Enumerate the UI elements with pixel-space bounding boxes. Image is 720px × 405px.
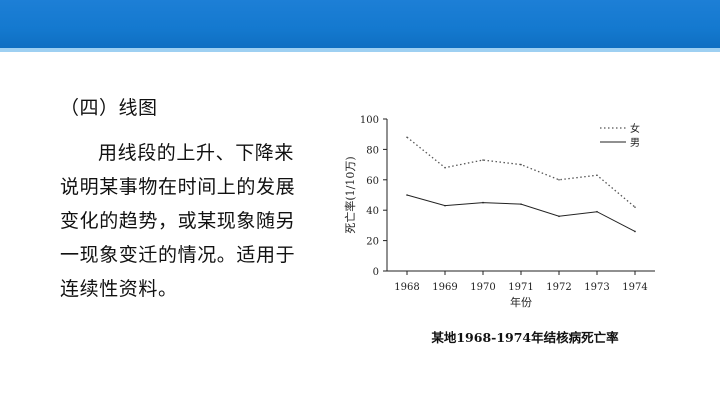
section-heading: （四）线图 xyxy=(60,97,158,119)
x-tick-label: 1973 xyxy=(584,282,609,293)
y-tick-label: 20 xyxy=(366,237,379,248)
y-axis-ticks: 0 20 40 60 80 100 xyxy=(360,115,387,278)
data-point xyxy=(406,194,408,196)
x-axis-label: 年份 xyxy=(510,295,532,309)
legend-label: 男 xyxy=(630,137,640,149)
data-point xyxy=(482,201,484,204)
y-axis-label: 死亡率(1/10万) xyxy=(343,156,357,233)
x-tick-label: 1970 xyxy=(470,282,495,293)
data-point xyxy=(482,159,484,161)
line-chart: 0 20 40 60 80 100 1968 1969 1970 1971 1972 1973 197… xyxy=(343,115,655,309)
x-tick-label: 1969 xyxy=(432,282,457,293)
data-point xyxy=(520,203,522,205)
x-tick-label: 1972 xyxy=(546,282,571,293)
data-point xyxy=(558,179,560,181)
header-stripe xyxy=(0,48,720,52)
y-tick-label: 100 xyxy=(360,115,379,126)
x-tick-label: 1974 xyxy=(622,282,647,293)
y-tick-label: 60 xyxy=(366,176,379,187)
x-axis-ticks: 1968 1969 1970 1971 1972 1973 1974 xyxy=(394,271,648,293)
data-point xyxy=(596,174,598,177)
data-point xyxy=(634,230,636,233)
y-tick-label: 80 xyxy=(366,145,379,156)
data-point xyxy=(406,136,408,139)
y-tick-label: 40 xyxy=(366,206,379,217)
x-tick-label: 1971 xyxy=(508,282,533,293)
body-paragraph: 用线段的上升、下降来说明某事物在时间上的发展变化的趋势，或某现象随另一现象变迁的… xyxy=(60,142,296,300)
data-point xyxy=(596,210,598,213)
x-tick-label: 1968 xyxy=(394,282,419,293)
data-point xyxy=(444,166,446,169)
chart-series xyxy=(406,136,636,233)
y-tick-label: 0 xyxy=(373,267,379,278)
data-point xyxy=(634,206,636,208)
data-point xyxy=(444,204,446,207)
legend-label: 女 xyxy=(630,122,640,135)
chart-legend: 女男 xyxy=(600,122,640,149)
chart-title: 某地1968-1974年结核病死亡率 xyxy=(431,330,619,345)
data-point xyxy=(520,163,522,166)
data-point xyxy=(558,215,560,218)
header-band xyxy=(0,0,720,48)
series-line-1 xyxy=(406,194,636,232)
series-line-0 xyxy=(406,136,636,208)
